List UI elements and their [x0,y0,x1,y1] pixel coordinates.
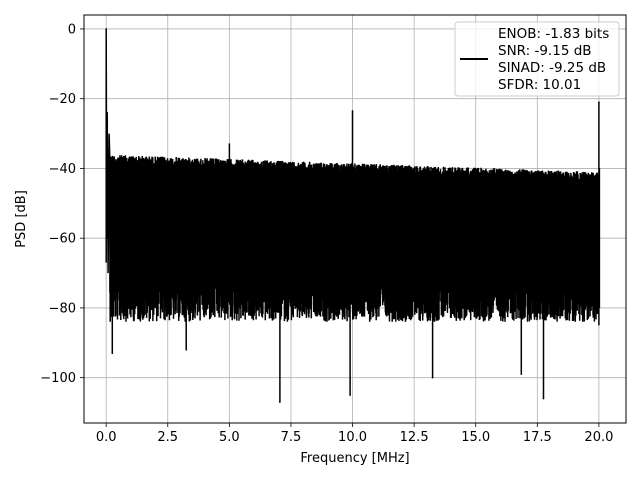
x-axis-label: Frequency [MHz] [300,451,409,466]
spike-point [105,28,107,30]
x-tick-label: 5.0 [219,430,240,445]
y-axis-label: PSD [dB] [14,190,29,248]
x-tick-label: 7.5 [281,430,302,445]
x-tick-label: 0.0 [96,430,117,445]
y-axis-ticks: 0 −20 −40 −60 −80 −100 [40,22,84,386]
x-tick-label: 2.5 [157,430,178,445]
y-tick-label: −20 [49,92,76,107]
plot-area [105,28,601,403]
y-tick-label: 0 [68,22,76,37]
dip-point [279,401,281,403]
x-tick-label: 15.0 [461,430,490,445]
x-tick-label: 17.5 [523,430,552,445]
y-tick-label: −60 [49,232,76,247]
dip-point [349,394,351,396]
spike-point [598,101,600,103]
x-tick-label: 10.0 [338,430,367,445]
spike-point [228,143,231,145]
dip-point [185,348,188,351]
legend: ENOB: -1.83 bits SNR: -9.15 dB SINAD: -9… [454,21,620,97]
dip-point [431,376,434,379]
legend-entry-sinad: SINAD: -9.25 dB [498,60,606,76]
dip-point [542,397,545,400]
legend-entry-enob: ENOB: -1.83 bits [498,26,609,42]
spike-point [351,110,354,112]
psd-series-line [105,28,601,403]
legend-box [454,21,620,97]
spike-point [106,111,108,114]
y-tick-label: −40 [49,162,76,177]
y-tick-label: −80 [49,301,76,316]
x-axis-ticks: 0.0 2.5 5.0 7.5 10.0 12.5 15.0 17.5 20.0 [96,423,613,445]
legend-entry-snr: SNR: -9.15 dB [498,43,592,59]
legend-entry-sfdr: SFDR: 10.01 [498,77,581,93]
y-tick-label: −100 [40,371,76,386]
x-tick-label: 20.0 [584,430,613,445]
x-tick-label: 12.5 [400,430,429,445]
dip-point [111,352,114,355]
dip-point [520,373,523,375]
axes-frame [83,14,627,424]
